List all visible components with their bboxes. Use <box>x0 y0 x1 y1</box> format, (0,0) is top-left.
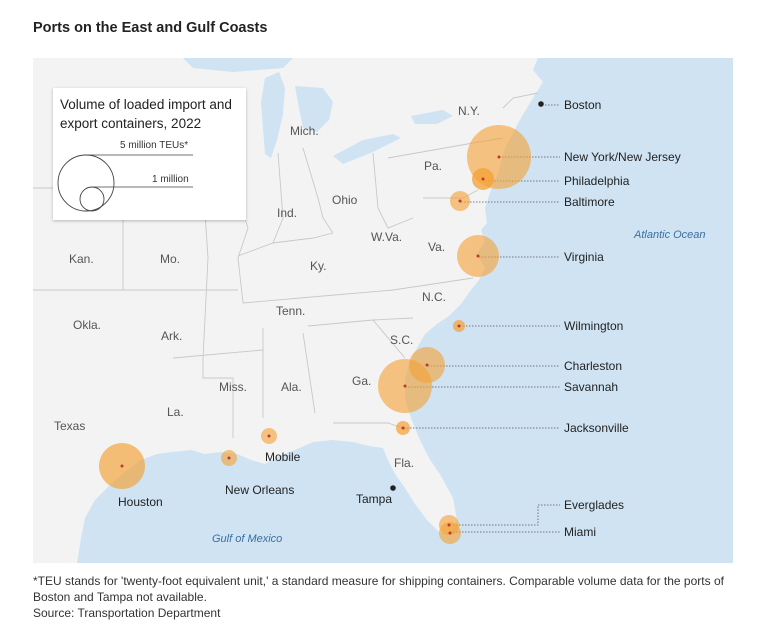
state-label: Tenn. <box>276 304 305 318</box>
chart-title: Ports on the East and Gulf Coasts <box>33 20 268 36</box>
legend-circles <box>57 154 193 212</box>
lake-ontario <box>411 110 453 124</box>
port-dot <box>448 531 452 535</box>
state-label: S.C. <box>390 333 413 347</box>
port-dot <box>447 523 451 527</box>
port-label-philadelphia: Philadelphia <box>564 174 630 188</box>
state-label: Ky. <box>310 259 326 273</box>
state-label: Mo. <box>160 252 180 266</box>
state-label: Okla. <box>73 318 101 332</box>
lake-erie <box>333 134 401 164</box>
state-label: Texas <box>54 419 85 433</box>
port-label-virginia: Virginia <box>564 250 604 264</box>
state-label: N.C. <box>422 290 446 304</box>
footnote: *TEU stands for 'twenty-foot equivalent … <box>33 574 724 604</box>
state-label: Fla. <box>394 456 414 470</box>
state-label: N.Y. <box>458 104 480 118</box>
lake-superior <box>183 58 293 72</box>
state-label: Miss. <box>219 380 247 394</box>
port-dot <box>227 456 231 460</box>
port-label-tampa: Tampa <box>356 492 392 506</box>
state-label: La. <box>167 405 184 419</box>
source: Source: Transportation Department <box>33 606 221 620</box>
port-dot <box>476 254 480 258</box>
port-label-savannah: Savannah <box>564 380 618 394</box>
state-label: Va. <box>428 240 445 254</box>
state-label: W.Va. <box>371 230 402 244</box>
legend-title: Volume of loaded import and export conta… <box>60 97 232 131</box>
map-svg: Atlantic Ocean Gulf of Mexico Mich. N.Y.… <box>33 58 733 563</box>
port-dot <box>267 434 271 438</box>
state-label: Ohio <box>332 193 358 207</box>
legend-small-label: 1 million <box>152 174 189 185</box>
port-dot <box>401 426 405 430</box>
lake-huron <box>295 86 333 132</box>
port-label-mobile: Mobile <box>265 450 301 464</box>
port-dot <box>425 363 429 367</box>
port-dot <box>120 464 124 468</box>
port-dot <box>497 155 501 159</box>
port-label-jacksonville: Jacksonville <box>564 421 629 435</box>
state-label: Ind. <box>277 206 297 220</box>
legend-circle-large <box>57 154 115 212</box>
port-dot <box>481 177 485 181</box>
port-labels: Boston New York/New Jersey Philadelphia … <box>118 98 681 539</box>
port-dot-tampa <box>390 485 396 491</box>
legend-circle-small <box>79 186 105 212</box>
state-label: Mich. <box>290 124 319 138</box>
port-label-wilmington: Wilmington <box>564 319 623 333</box>
state-labels: Mich. N.Y. Pa. Ohio Ind. W.Va. Va. Ky. K… <box>54 104 480 470</box>
state-label: Ala. <box>281 380 302 394</box>
port-dot <box>457 324 461 328</box>
port-label-houston: Houston <box>118 495 163 509</box>
atlantic-ocean-label: Atlantic Ocean <box>633 229 706 241</box>
port-dot-boston <box>538 101 544 107</box>
state-label: Pa. <box>424 159 442 173</box>
port-dots <box>120 155 501 535</box>
notes: *TEU stands for 'twenty-foot equivalent … <box>33 573 733 621</box>
port-dot <box>458 199 462 203</box>
port-label-new-orleans: New Orleans <box>225 483 294 497</box>
port-label-baltimore: Baltimore <box>564 195 615 209</box>
state-label: Ark. <box>161 329 182 343</box>
lake-michigan <box>261 72 285 158</box>
gulf-of-mexico-label: Gulf of Mexico <box>212 533 282 545</box>
port-label-boston: Boston <box>564 98 601 112</box>
port-label-miami: Miami <box>564 525 596 539</box>
legend: Volume of loaded import and export conta… <box>53 88 246 220</box>
state-label: Kan. <box>69 252 94 266</box>
state-label: Ga. <box>352 374 371 388</box>
port-label-charleston: Charleston <box>564 359 622 373</box>
port-label-everglades: Everglades <box>564 498 624 512</box>
port-label-new-york-new-jersey: New York/New Jersey <box>564 150 681 164</box>
port-dot <box>403 384 407 388</box>
legend-large-label: 5 million TEUs* <box>120 140 189 151</box>
map: Atlantic Ocean Gulf of Mexico Mich. N.Y.… <box>33 58 733 563</box>
